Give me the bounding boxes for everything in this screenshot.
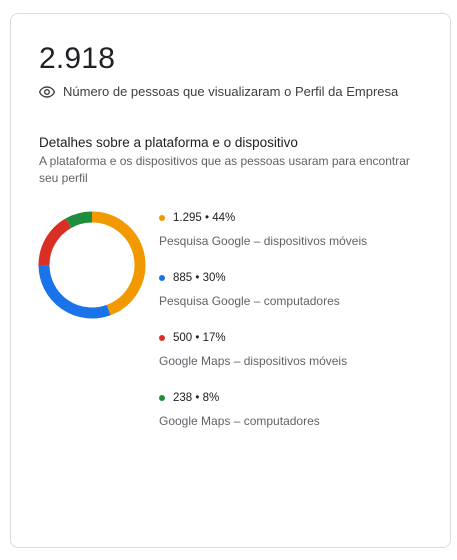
section-subtitle: A plataforma e os dispositivos que as pe… (39, 154, 410, 185)
legend-item: 1.295 • 44% Pesquisa Google – dispositiv… (159, 212, 367, 272)
legend-dot (159, 395, 165, 401)
legend-value: 885 • 30% (173, 272, 226, 284)
donut-slice (38, 218, 72, 267)
legend-dot (159, 335, 165, 341)
section-title: Detalhes sobre a plataforma e o disposit… (39, 135, 298, 150)
legend-value: 500 • 17% (173, 332, 226, 344)
legend-item: 500 • 17% Google Maps – dispositivos móv… (159, 332, 367, 392)
donut-slice (38, 265, 111, 319)
eye-icon (39, 85, 55, 98)
donut-chart (38, 211, 146, 319)
legend-label: Google Maps – dispositivos móveis (159, 354, 348, 368)
legend-value: 238 • 8% (173, 392, 220, 404)
legend-label: Pesquisa Google – computadores (159, 294, 340, 308)
legend-label: Pesquisa Google – dispositivos móveis (159, 234, 368, 248)
legend-dot (159, 275, 165, 281)
legend-dot (159, 215, 165, 221)
total-views-number: 2.918 (39, 42, 116, 75)
metric-row: Número de pessoas que visualizaram o Per… (39, 84, 398, 99)
platform-device-card: 2.918 Número de pessoas que visualizaram… (10, 13, 451, 548)
donut-slice (91, 211, 146, 316)
legend-item: 238 • 8% Google Maps – computadores (159, 392, 367, 452)
chart-legend: 1.295 • 44% Pesquisa Google – dispositiv… (159, 212, 367, 452)
donut-slice (65, 211, 93, 229)
legend-value: 1.295 • 44% (173, 212, 236, 224)
legend-label: Google Maps – computadores (159, 414, 320, 428)
legend-item: 885 • 30% Pesquisa Google – computadores (159, 272, 367, 332)
metric-label: Número de pessoas que visualizaram o Per… (63, 84, 399, 99)
